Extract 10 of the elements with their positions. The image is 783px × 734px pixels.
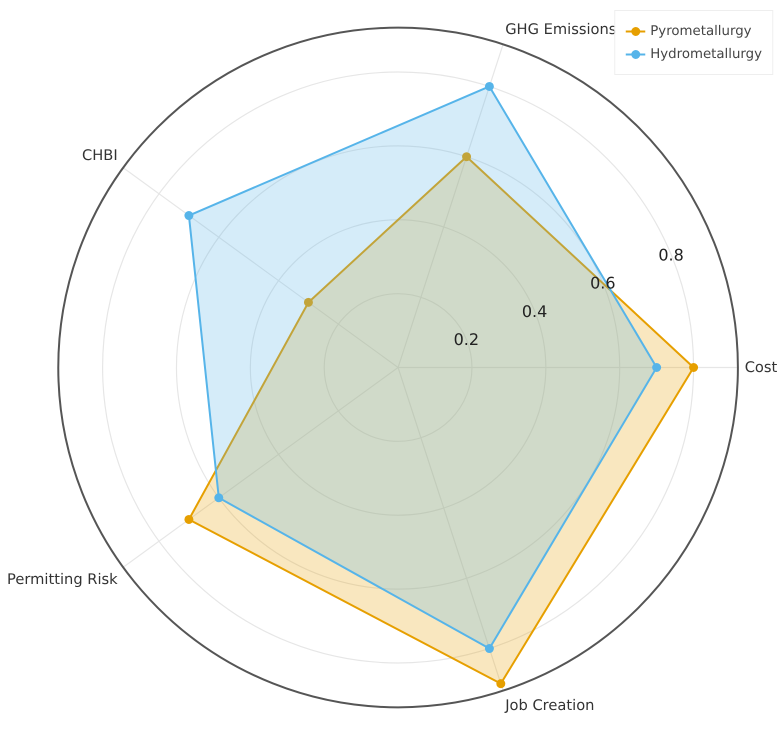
spoke-label: Job Creation: [504, 697, 594, 714]
legend-label: Hydrometallurgy: [650, 46, 762, 62]
y-tick-label: 0.8: [658, 245, 684, 264]
spoke-label: Permitting Risk: [7, 571, 118, 588]
spoke-label: CHBI: [82, 146, 118, 164]
y-tick-label: 0.4: [522, 302, 548, 321]
spoke-label: Cost: [744, 359, 778, 376]
y-tick-label: 0.2: [454, 330, 480, 350]
spoke-label: GHG Emissions: [505, 20, 616, 38]
legend-label: Pyrometallurgy: [650, 24, 752, 38]
